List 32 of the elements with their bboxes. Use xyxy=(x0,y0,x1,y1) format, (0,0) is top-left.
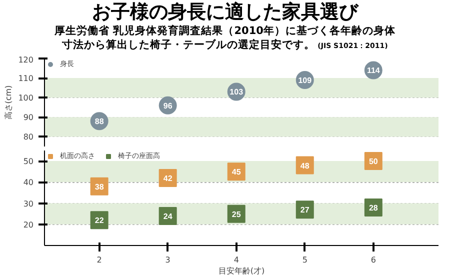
data-label: 50 xyxy=(368,157,378,166)
x-tick-label: 5 xyxy=(302,256,308,264)
y-axis-title: 高さ(cm) xyxy=(4,85,14,120)
chart-title: お子様の身長に適した家具選び xyxy=(91,0,360,24)
data-label: 96 xyxy=(163,101,173,110)
data-label: 27 xyxy=(300,206,310,215)
data-label: 38 xyxy=(94,182,104,192)
data-label: 42 xyxy=(163,174,173,183)
data-label: 114 xyxy=(366,66,380,76)
y-tick-label: 30 xyxy=(23,199,34,208)
y-tick-label: 90 xyxy=(23,113,34,122)
x-tick-label: 2 xyxy=(96,256,102,264)
y-tick-label: 80 xyxy=(23,132,34,142)
x-tick-label: 6 xyxy=(370,256,376,264)
data-label: 24 xyxy=(163,212,173,221)
data-label: 25 xyxy=(232,210,242,219)
y-tick-label: 50 xyxy=(23,157,34,166)
y-tick-label: 40 xyxy=(23,178,34,188)
y-tick-label: 20 xyxy=(23,220,34,230)
data-label: 28 xyxy=(368,204,378,212)
data-label: 103 xyxy=(230,88,244,97)
data-label: 22 xyxy=(94,216,104,226)
data-label: 109 xyxy=(298,76,312,86)
x-axis-title: 目安年齢(才) xyxy=(218,266,265,276)
x-tick-label: 3 xyxy=(165,256,170,264)
x-tick-label: 4 xyxy=(234,256,239,264)
y-tick-label: 120 xyxy=(18,56,34,64)
y-tick-label: 110 xyxy=(18,74,34,84)
y-tick-label: 100 xyxy=(18,94,34,103)
data-label: 45 xyxy=(232,168,242,177)
data-label: 88 xyxy=(94,117,104,126)
data-label: 48 xyxy=(300,161,310,170)
